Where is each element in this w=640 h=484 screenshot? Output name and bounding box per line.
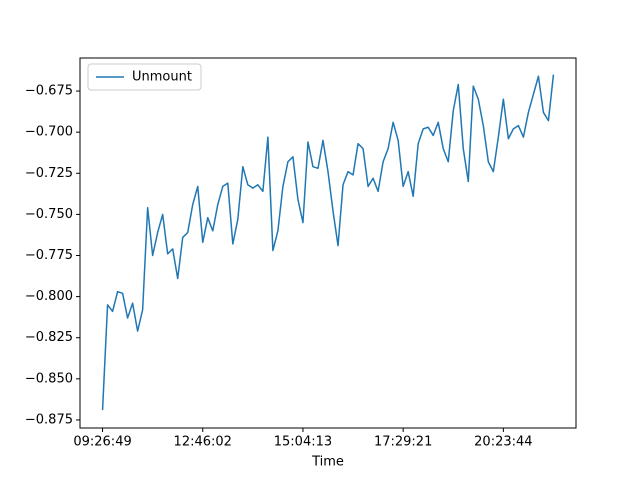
line-series [101,74,555,411]
y-tick-label: −0.700 [25,125,73,140]
legend-label: Unmount [132,70,192,85]
x-tick-label: 17:29:21 [374,435,432,450]
axes-frame [79,57,577,429]
y-tick-label: −0.800 [25,289,73,304]
x-tick-label: 20:23:44 [474,435,532,450]
y-tick-label: −0.825 [25,330,73,345]
y-tick-label: −0.850 [25,371,73,386]
y-tick-label: −0.675 [25,84,73,99]
y-tick-label: −0.750 [25,207,73,222]
y-tick-label: −0.725 [25,166,73,181]
y-tick-label: −0.875 [25,412,73,427]
x-tick-label: 12:46:02 [174,435,232,450]
y-tick-label: −0.775 [25,248,73,263]
x-tick-label: 09:26:49 [73,435,131,450]
x-tick-label: 15:04:13 [274,435,332,450]
x-axis-label: Time [311,455,344,470]
legend-box [87,63,202,91]
